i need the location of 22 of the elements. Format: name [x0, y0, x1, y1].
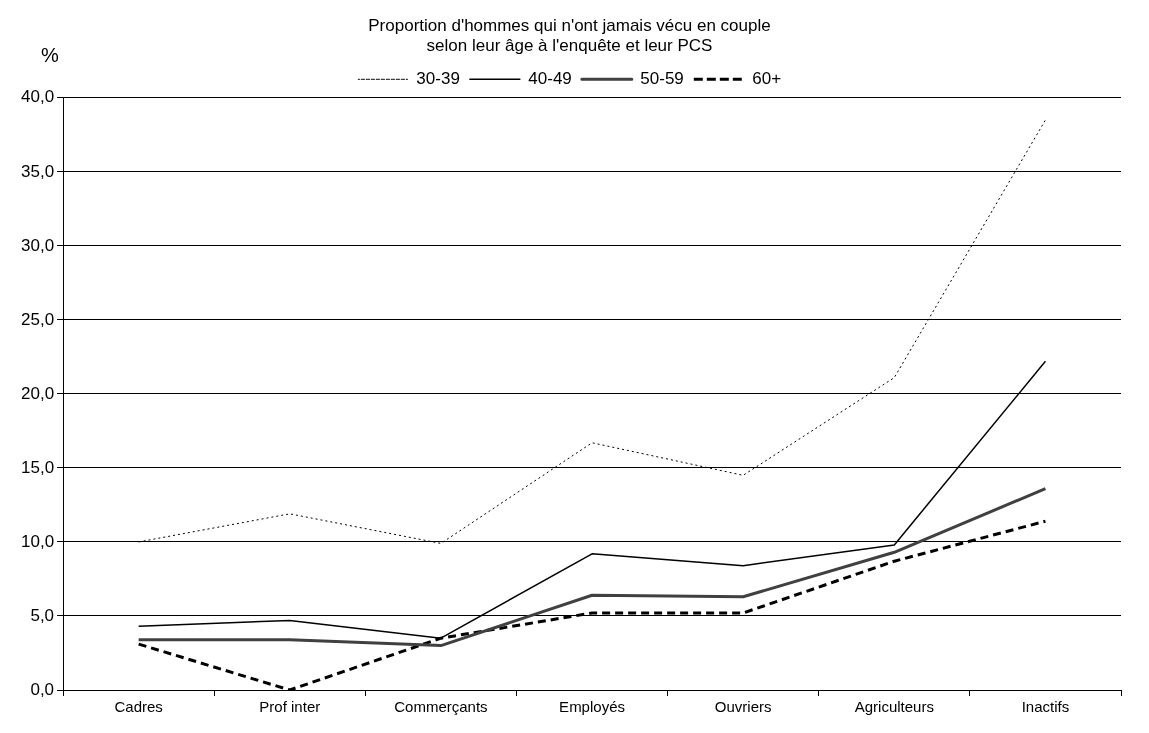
x-tick-label: Agriculteurs	[854, 698, 934, 716]
x-tick-label: Ouvriers	[714, 698, 772, 716]
y-tick-label: 35,0	[20, 161, 55, 181]
y-tick-label: 5,0	[30, 605, 55, 625]
x-tick-label: Employés	[559, 698, 625, 716]
legend-label: 60+	[752, 68, 782, 88]
x-tick-label: Cadres	[114, 698, 163, 716]
chart-title: Proportion d'hommes qui n'ont jamais vécu en couple selon leur âge à l'enquête et leur PCS	[368, 15, 771, 56]
y-tick-label: 40,0	[20, 87, 55, 107]
y-axis-title: %	[41, 43, 60, 66]
legend-label: 40-49	[528, 68, 572, 88]
y-tick-label: 20,0	[20, 383, 55, 403]
y-tick-label: 30,0	[20, 235, 55, 255]
x-tick-label: Commerçants	[394, 698, 488, 716]
legend-label: 30-39	[416, 68, 460, 88]
legend-label: 50-59	[640, 68, 684, 88]
y-tick-label: 0,0	[30, 679, 55, 699]
x-tick-label: Prof inter	[259, 698, 321, 716]
y-tick-label: 15,0	[20, 457, 55, 477]
y-tick-label: 25,0	[20, 309, 55, 329]
x-tick-label: Inactifs	[1021, 698, 1070, 716]
y-tick-label: 10,0	[20, 531, 55, 551]
